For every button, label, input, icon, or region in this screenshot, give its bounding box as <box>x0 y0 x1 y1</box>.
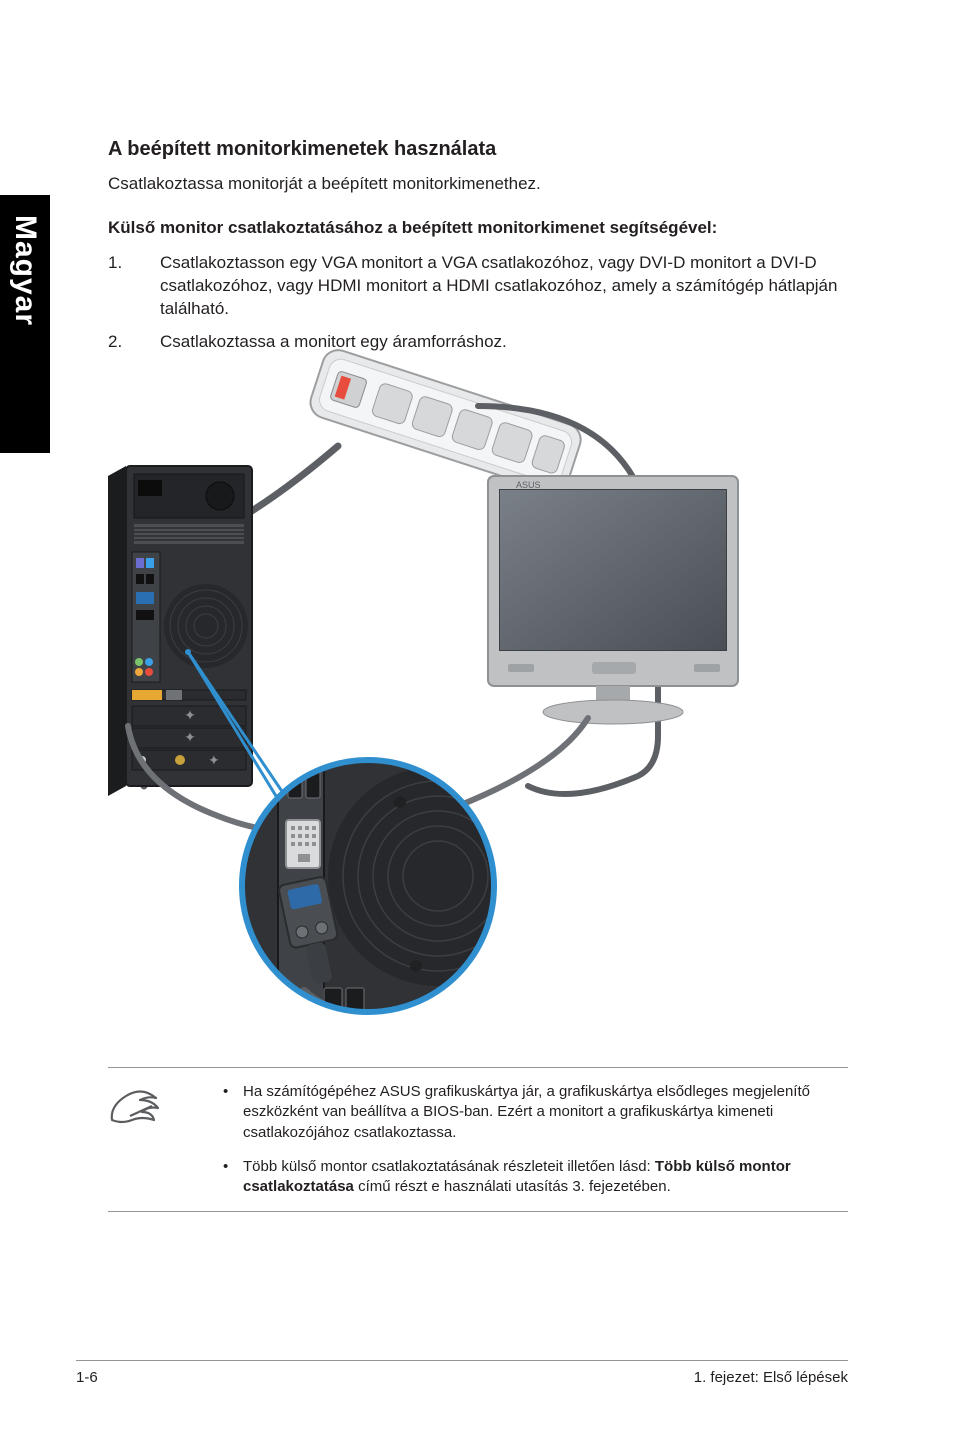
note-prefix: Több külső montor csatlakoztatásának rés… <box>243 1158 655 1175</box>
bullet-icon: • <box>223 1082 243 1143</box>
subheading: Külső monitor csatlakoztatásához a beépí… <box>108 218 848 238</box>
intro-paragraph: Csatlakoztassa monitorját a beépített mo… <box>108 173 848 196</box>
note-block: • Ha számítógépéhez ASUS grafikuskártya … <box>108 1067 848 1212</box>
note-icon <box>108 1082 223 1197</box>
page-footer: 1-6 1. fejezet: Első lépések <box>0 1360 954 1386</box>
svg-text:✦: ✦ <box>184 729 196 745</box>
page-number: 1-6 <box>76 1369 98 1386</box>
svg-text:✦: ✦ <box>184 707 196 723</box>
step-number: 1. <box>108 252 160 321</box>
bullet-icon: • <box>223 1157 243 1198</box>
main-content: A beépített monitorkimenetek használata … <box>108 138 848 364</box>
note-suffix: című részt e használati utasítás 3. feje… <box>354 1178 671 1195</box>
language-tab-label: Magyar <box>8 215 42 326</box>
step-item: 1. Csatlakoztasson egy VGA monitort a VG… <box>108 252 848 321</box>
chapter-label: 1. fejezet: Első lépések <box>694 1369 848 1386</box>
svg-text:ASUS: ASUS <box>516 480 541 490</box>
note-item: • Ha számítógépéhez ASUS grafikuskártya … <box>223 1082 848 1143</box>
note-text: Ha számítógépéhez ASUS grafikuskártya já… <box>243 1082 848 1143</box>
connection-diagram: ✦ ✦ ✦ ASUS <box>98 336 858 1056</box>
language-tab: Magyar <box>0 195 50 453</box>
svg-text:✦: ✦ <box>208 752 220 768</box>
page-heading: A beépített monitorkimenetek használata <box>108 138 848 161</box>
note-text: Több külső montor csatlakoztatásának rés… <box>243 1157 848 1198</box>
note-list: • Ha számítógépéhez ASUS grafikuskártya … <box>223 1082 848 1197</box>
note-item: • Több külső montor csatlakoztatásának r… <box>223 1157 848 1198</box>
step-text: Csatlakoztasson egy VGA monitort a VGA c… <box>160 252 848 321</box>
